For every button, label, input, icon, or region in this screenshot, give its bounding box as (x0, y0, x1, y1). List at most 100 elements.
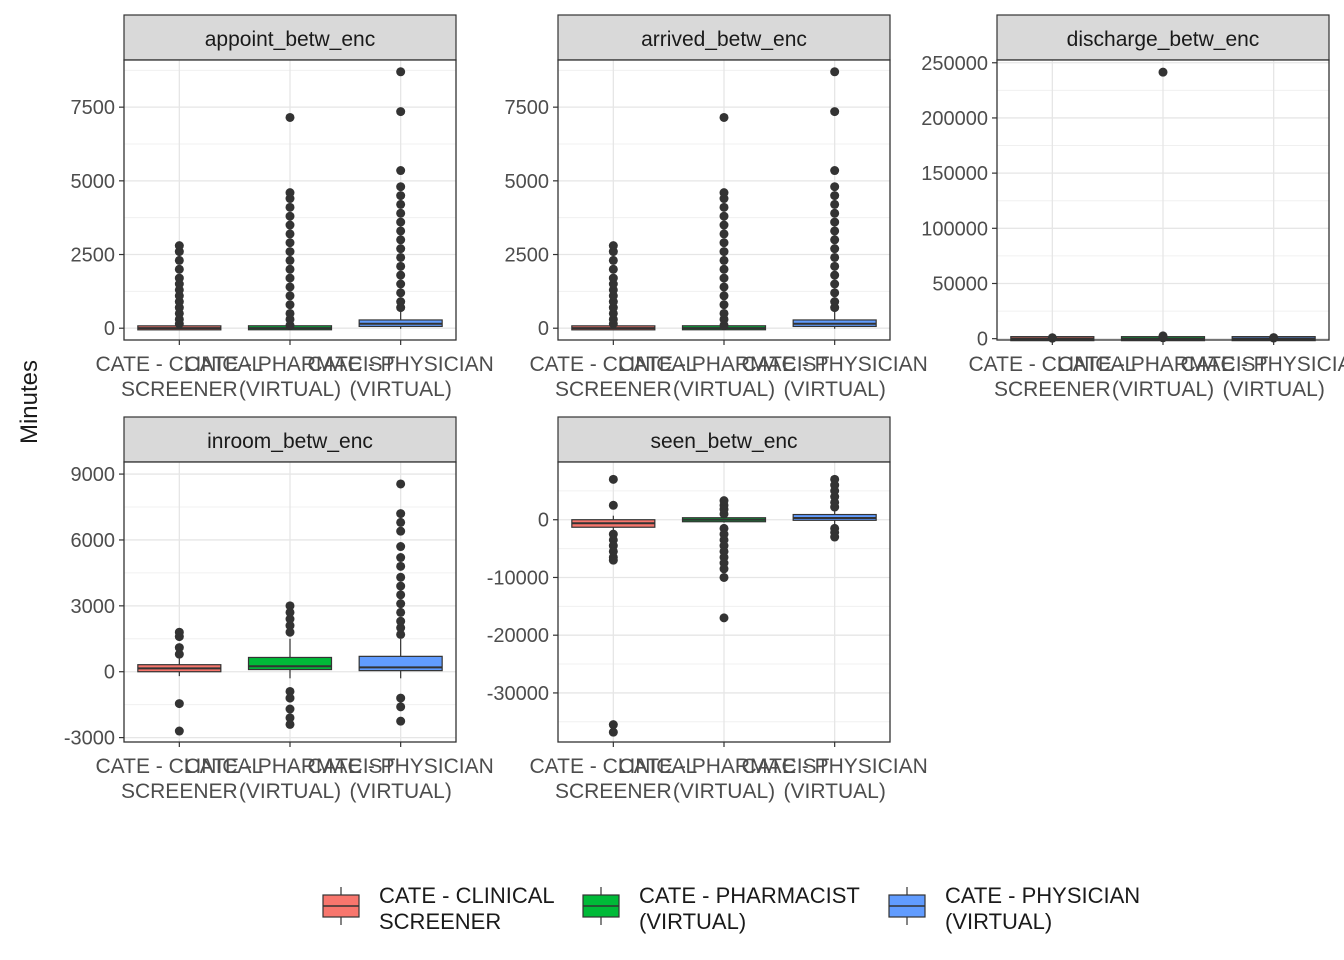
x-tick-label-line: SCREENER (555, 780, 672, 803)
outlier-point (396, 208, 406, 218)
legend-entry-0: CATE - CLINICAL SCREENER (322, 883, 555, 934)
outlier-point (396, 581, 406, 591)
x-tick-label-line: SCREENER (121, 780, 238, 803)
box-0 (571, 241, 656, 331)
y-tick-label: 150000 (921, 163, 988, 185)
outlier-point (396, 217, 406, 227)
outlier-point (396, 191, 406, 201)
outlier-point (396, 166, 406, 176)
outlier-point (608, 727, 618, 737)
x-tick-label: CATE - PHYSICIAN(VIRTUAL) (742, 353, 928, 401)
outlier-point (396, 199, 406, 209)
x-tick-label-line: (VIRTUAL) (673, 378, 775, 401)
box-2 (792, 474, 877, 542)
outlier-point (396, 702, 406, 712)
outlier-point (396, 526, 406, 536)
legend-label: CATE - CLINICAL SCREENER (379, 883, 555, 934)
x-tick-label: CATE - PHYSICIAN(VIRTUAL) (308, 755, 494, 803)
outlier-point (396, 607, 406, 617)
x-tick-label-line: CATE - CLINICAL (969, 353, 1137, 376)
outlier-point (396, 693, 406, 703)
outlier-point (174, 627, 184, 637)
outlier-point (719, 572, 729, 582)
facet-panel-inroom_betw_enc: inroom_betw_enc -3000 0 3000 6000 9000 CATE - … (64, 416, 494, 803)
facet-strip (123, 416, 457, 463)
facet-strip (996, 14, 1330, 61)
outlier-point (719, 308, 729, 318)
outlier-point (608, 555, 618, 565)
y-axis-title: Minutes (16, 360, 43, 444)
outlier-point (719, 273, 729, 283)
outlier-point (396, 716, 406, 726)
y-tick-label: 2500 (505, 245, 550, 267)
outlier-point (719, 112, 729, 122)
box-1 (247, 112, 333, 331)
outlier-point (830, 191, 840, 201)
outlier-point (396, 107, 406, 117)
x-tick-label: CATE - PHARMACIST (VIRTUAL) (619, 755, 830, 803)
y-tick-label: 100000 (921, 218, 988, 240)
outlier-point (719, 613, 729, 623)
y-tick-label: 250000 (921, 53, 988, 75)
facet-panel-arrived_betw_enc: arrived_betw_enc 0 2500 5000 7500 CATE - CLIN… (505, 14, 928, 401)
outlier-point (719, 282, 729, 292)
x-tick-label-line: CATE - CLINICAL (530, 353, 698, 376)
outlier-point (396, 67, 406, 77)
outlier-point (174, 273, 184, 283)
y-tick-label: 5000 (505, 171, 550, 193)
outlier-point (396, 517, 406, 527)
outlier-point (174, 643, 184, 653)
outlier-point (719, 238, 729, 248)
outlier-point (285, 308, 295, 318)
facet-title: appoint_betw_enc (205, 28, 375, 51)
x-tick-label: CATE - PHARMACIST (VIRTUAL) (185, 353, 396, 401)
outlier-point (719, 300, 729, 310)
outlier-point (285, 291, 295, 301)
outlier-point (719, 564, 729, 574)
y-tick-label: 50000 (932, 273, 988, 295)
legend-label: CATE - PHARMACIST (VIRTUAL) (639, 883, 860, 934)
y-tick-label: 0 (977, 329, 988, 351)
outlier-point (830, 67, 840, 77)
outlier-point (285, 300, 295, 310)
outlier-point (396, 182, 406, 192)
box-body (358, 655, 443, 672)
outlier-point (608, 273, 618, 283)
outlier-point (285, 255, 295, 265)
box-0 (571, 474, 656, 737)
outlier-point (396, 226, 406, 236)
outlier-point (608, 264, 618, 274)
outlier-point (830, 532, 840, 542)
outlier-point (285, 220, 295, 230)
y-tick-label: 7500 (71, 97, 116, 119)
facet-panel-seen_betw_enc: seen_betw_enc -30000 -20000 -10000 0 CATE - C… (487, 416, 928, 803)
outlier-point (719, 202, 729, 212)
x-tick-label-line: (VIRTUAL) (239, 378, 341, 401)
x-tick-label: CATE - CLINICAL SCREENER (530, 353, 698, 401)
outlier-point (719, 220, 729, 230)
x-tick-label-line: (VIRTUAL) (350, 780, 452, 803)
outlier-point (396, 572, 406, 582)
x-tick-label: CATE - PHARMACIST (VIRTUAL) (619, 353, 830, 401)
y-tick-label: 7500 (505, 97, 550, 119)
facet-title: discharge_betw_enc (1067, 28, 1260, 51)
outlier-point (285, 627, 295, 637)
legend-entry-2: CATE - PHYSICIAN (VIRTUAL) (888, 883, 1140, 934)
facet-title: seen_betw_enc (650, 430, 797, 453)
outlier-point (719, 291, 729, 301)
y-tick-label: -10000 (487, 567, 549, 589)
facet-panel-appoint_betw_enc: appoint_betw_enc 0 2500 5000 7500 CATE - CLIN… (71, 14, 494, 401)
y-tick-label: 9000 (71, 464, 116, 486)
x-tick-label-line: (VIRTUAL) (1223, 378, 1325, 401)
x-tick-label-line: (VIRTUAL) (1112, 378, 1214, 401)
outlier-point (396, 235, 406, 245)
x-tick-label: CATE - CLINICAL SCREENER (96, 755, 264, 803)
outlier-point (830, 107, 840, 117)
outlier-point (719, 255, 729, 265)
box-1 (681, 496, 767, 623)
x-tick-label: CATE - PHARMACIST (VIRTUAL) (1058, 353, 1269, 401)
x-tick-label: CATE - PHYSICIAN(VIRTUAL) (308, 353, 494, 401)
legend-label: CATE - PHYSICIAN (VIRTUAL) (945, 883, 1140, 934)
outlier-point (396, 279, 406, 289)
